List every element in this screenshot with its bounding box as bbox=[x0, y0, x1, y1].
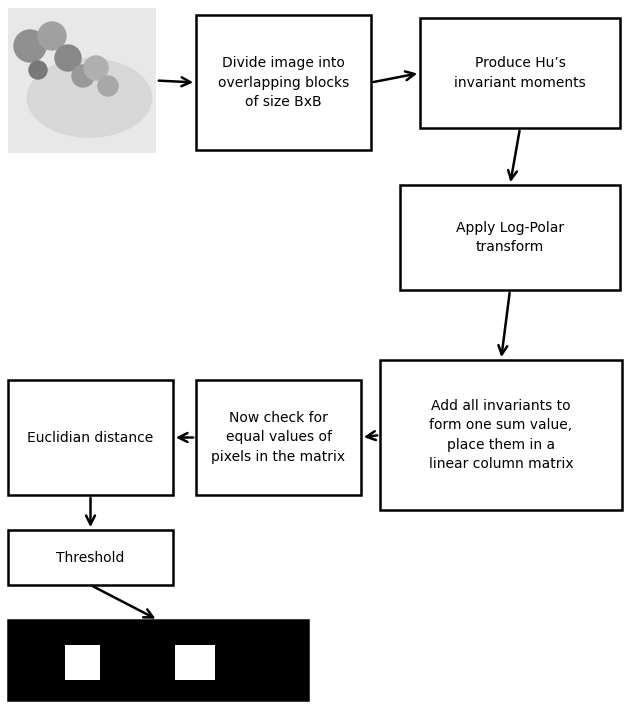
Text: Add all invariants to
form one sum value,
place them in a
linear column matrix: Add all invariants to form one sum value… bbox=[429, 399, 573, 471]
Bar bbox=[8, 620, 308, 700]
Bar bbox=[65, 645, 100, 680]
Bar bbox=[8, 8, 156, 153]
Bar bbox=[8, 380, 173, 495]
Bar bbox=[196, 380, 361, 495]
Text: Apply Log-Polar
transform: Apply Log-Polar transform bbox=[456, 220, 564, 255]
Bar bbox=[380, 360, 622, 510]
Circle shape bbox=[38, 22, 66, 50]
Text: Threshold: Threshold bbox=[56, 550, 125, 565]
Text: Divide image into
overlapping blocks
of size BxB: Divide image into overlapping blocks of … bbox=[218, 56, 349, 109]
Bar bbox=[175, 645, 215, 680]
Circle shape bbox=[29, 61, 47, 79]
Bar bbox=[196, 15, 371, 150]
Text: Now check for
equal values of
pixels in the matrix: Now check for equal values of pixels in … bbox=[211, 411, 346, 464]
Circle shape bbox=[55, 45, 81, 71]
Circle shape bbox=[72, 65, 94, 87]
Bar bbox=[400, 185, 620, 290]
Circle shape bbox=[98, 76, 118, 96]
Ellipse shape bbox=[26, 58, 152, 138]
Bar bbox=[8, 530, 173, 585]
Text: Produce Hu’s
invariant moments: Produce Hu’s invariant moments bbox=[454, 56, 586, 90]
Circle shape bbox=[84, 56, 108, 80]
Bar bbox=[420, 18, 620, 128]
Circle shape bbox=[14, 30, 46, 62]
Text: Euclidian distance: Euclidian distance bbox=[28, 430, 154, 444]
